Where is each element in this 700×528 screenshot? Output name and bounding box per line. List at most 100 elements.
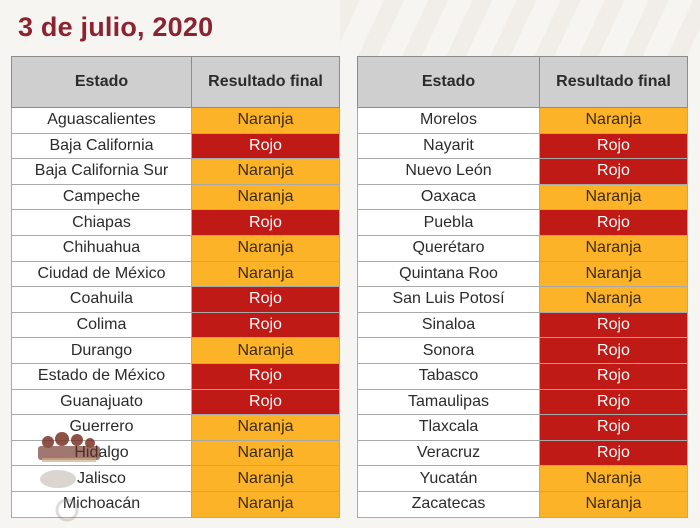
state-name-cell: Chihuahua — [11, 234, 192, 262]
column-header-resultado: Resultado final — [191, 56, 340, 108]
result-cell: Naranja — [191, 260, 340, 288]
table-row: Morelos Naranja — [357, 107, 688, 134]
result-cell: Rojo — [539, 414, 688, 441]
table-row: Sonora Rojo — [357, 337, 688, 364]
states-table-left: Estado Resultado final Aguascalientes Nar… — [11, 56, 340, 518]
state-name-cell: Aguascalientes — [11, 107, 192, 134]
result-cell: Rojo — [191, 388, 340, 416]
result-cell: Rojo — [539, 388, 688, 416]
table-row: Oaxaca Naranja — [357, 183, 688, 211]
state-name-cell: Zacatecas — [357, 490, 540, 518]
state-name-cell: San Luis Potosí — [357, 286, 540, 313]
result-cell: Naranja — [539, 107, 688, 134]
state-name-cell: Baja California Sur — [11, 158, 192, 185]
table-header-row: Estado Resultado final — [357, 56, 688, 108]
state-name-cell: Guerrero — [11, 414, 192, 441]
table-row: Chihuahua Naranja — [11, 234, 340, 262]
table-row: Querétaro Naranja — [357, 234, 688, 262]
result-cell: Naranja — [539, 286, 688, 313]
state-name-cell: Sonora — [357, 337, 540, 364]
result-cell: Rojo — [191, 311, 340, 339]
state-name-cell: Morelos — [357, 107, 540, 134]
result-cell: Rojo — [191, 286, 340, 313]
table-row: Michoacán Naranja — [11, 490, 340, 518]
result-cell: Naranja — [539, 465, 688, 492]
table-row: Ciudad de México Naranja — [11, 260, 340, 288]
state-name-cell: Coahuila — [11, 286, 192, 313]
table-body-right: Morelos Naranja Nayarit Rojo Nuevo León Rojo O… — [357, 107, 688, 518]
state-name-cell: Oaxaca — [357, 183, 540, 211]
state-name-cell: Puebla — [357, 209, 540, 236]
result-cell: Rojo — [191, 132, 340, 160]
result-cell: Naranja — [191, 439, 340, 467]
result-cell: Rojo — [191, 362, 340, 390]
table-row: Quintana Roo Naranja — [357, 260, 688, 288]
column-header-estado: Estado — [11, 56, 192, 108]
result-cell: Naranja — [191, 234, 340, 262]
table-row: San Luis Potosí Naranja — [357, 286, 688, 313]
result-cell: Rojo — [539, 362, 688, 390]
table-row: Veracruz Rojo — [357, 439, 688, 467]
background-watermark — [340, 0, 700, 60]
table-body-left: Aguascalientes Naranja Baja California Rojo… — [11, 107, 340, 518]
result-cell: Naranja — [191, 337, 340, 364]
result-cell: Rojo — [539, 132, 688, 160]
state-name-cell: Tabasco — [357, 362, 540, 390]
table-row: Nuevo León Rojo — [357, 158, 688, 185]
state-name-cell: Yucatán — [357, 465, 540, 492]
table-row: Chiapas Rojo — [11, 209, 340, 236]
result-cell: Naranja — [191, 465, 340, 492]
watermark-seal-icon — [55, 498, 79, 522]
table-row: Coahuila Rojo — [11, 286, 340, 313]
result-cell: Naranja — [539, 490, 688, 518]
result-cell: Naranja — [191, 183, 340, 211]
state-name-cell: Querétaro — [357, 234, 540, 262]
result-cell: Naranja — [191, 158, 340, 185]
table-row: Aguascalientes Naranja — [11, 107, 340, 134]
state-name-cell: Campeche — [11, 183, 192, 211]
result-cell: Rojo — [539, 209, 688, 236]
state-name-cell: Veracruz — [357, 439, 540, 467]
state-name-cell: Tlaxcala — [357, 414, 540, 441]
result-cell: Rojo — [539, 337, 688, 364]
result-cell: Naranja — [539, 234, 688, 262]
table-row: Durango Naranja — [11, 337, 340, 364]
logo-stamp-icon — [38, 432, 100, 462]
result-cell: Rojo — [539, 311, 688, 339]
state-name-cell: Nuevo León — [357, 158, 540, 185]
state-name-cell: Durango — [11, 337, 192, 364]
state-name-cell: Estado de México — [11, 362, 192, 390]
result-cell: Rojo — [191, 209, 340, 236]
state-name-cell: Chiapas — [11, 209, 192, 236]
table-header-row: Estado Resultado final — [11, 56, 340, 108]
table-row: Sinaloa Rojo — [357, 311, 688, 339]
state-name-cell: Sinaloa — [357, 311, 540, 339]
state-name-cell: Tamaulipas — [357, 388, 540, 416]
states-table-right: Estado Resultado final Morelos Naranja Nay… — [357, 56, 688, 518]
state-name-cell: Michoacán — [11, 490, 192, 518]
state-name-cell: Ciudad de México — [11, 260, 192, 288]
table-row: Tlaxcala Rojo — [357, 414, 688, 441]
state-name-cell: Baja California — [11, 132, 192, 160]
table-row: Jalisco Naranja — [11, 465, 340, 492]
table-row: Guanajuato Rojo — [11, 388, 340, 416]
table-row: Estado de México Rojo — [11, 362, 340, 390]
table-row: Puebla Rojo — [357, 209, 688, 236]
result-cell: Naranja — [191, 107, 340, 134]
table-row: Baja California Sur Naranja — [11, 158, 340, 185]
result-cell: Naranja — [191, 490, 340, 518]
result-cell: Naranja — [539, 260, 688, 288]
table-row: Nayarit Rojo — [357, 132, 688, 160]
column-header-estado: Estado — [357, 56, 540, 108]
state-name-cell: Guanajuato — [11, 388, 192, 416]
table-row: Tabasco Rojo — [357, 362, 688, 390]
result-cell: Rojo — [539, 439, 688, 467]
table-row: Zacatecas Naranja — [357, 490, 688, 518]
column-header-resultado: Resultado final — [539, 56, 688, 108]
table-row: Tamaulipas Rojo — [357, 388, 688, 416]
result-cell: Naranja — [191, 414, 340, 441]
page-title: 3 de julio, 2020 — [18, 12, 214, 42]
result-cell: Naranja — [539, 183, 688, 211]
result-cell: Rojo — [539, 158, 688, 185]
watermark-mark-icon — [40, 470, 76, 488]
